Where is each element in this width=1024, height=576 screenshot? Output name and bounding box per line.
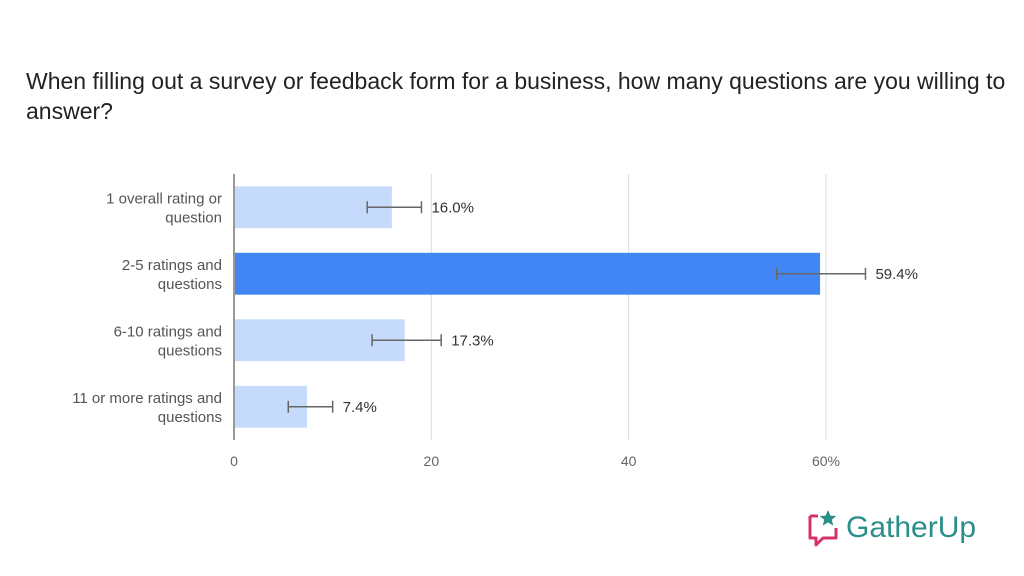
x-tick-label: 20 bbox=[424, 453, 440, 469]
category-label-line: question bbox=[165, 209, 222, 226]
category-label-line: questions bbox=[158, 409, 222, 426]
data-label: 17.3% bbox=[451, 332, 494, 349]
category-label: 2-5 ratings and questions bbox=[122, 257, 222, 293]
category-label-line: 2-5 ratings and bbox=[122, 257, 222, 274]
category-label-line: questions bbox=[158, 342, 222, 359]
chat-star-icon bbox=[808, 510, 838, 547]
category-label: 11 or more ratings and questions bbox=[72, 390, 222, 426]
data-label: 7.4% bbox=[343, 399, 377, 416]
category-label: 6-10 ratings and questions bbox=[114, 323, 222, 359]
x-tick-label: 0 bbox=[230, 453, 238, 469]
category-label-line: questions bbox=[158, 276, 222, 293]
category-label-line: 11 or more ratings and bbox=[72, 390, 222, 407]
brand-logo: GatherUp bbox=[806, 506, 976, 550]
chart-title: When filling out a survey or feedback fo… bbox=[26, 68, 1006, 124]
x-tick-label: 40 bbox=[621, 453, 637, 469]
category-label-line: 1 overall rating or bbox=[106, 190, 222, 207]
category-label-line: 6-10 ratings and bbox=[114, 323, 222, 340]
data-label: 59.4% bbox=[875, 266, 918, 283]
bar bbox=[235, 186, 392, 229]
category-label: 1 overall rating or question bbox=[106, 190, 222, 226]
brand-name: GatherUp bbox=[846, 511, 977, 544]
data-label: 16.0% bbox=[431, 199, 474, 216]
bar bbox=[235, 252, 821, 295]
x-tick-label: 60% bbox=[812, 453, 840, 469]
